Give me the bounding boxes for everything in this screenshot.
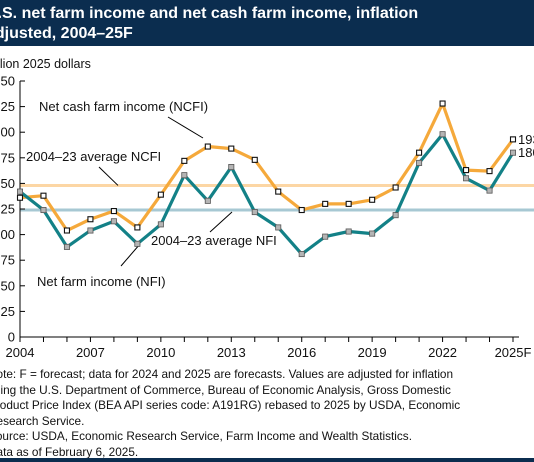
y-tick-label: 200 [0,125,15,140]
ncfi-point [16,194,24,201]
chart-title-line-1: U.S. net farm income and net cash farm i… [0,5,419,22]
end-value-label: 180 [518,145,534,160]
x-tick-label: 2004 [6,345,35,360]
annotation-label: 2004–23 average NFI [151,233,277,248]
nfi-point [16,188,23,195]
nfi-point [275,224,282,231]
ncfi-point [157,191,164,198]
ncfi-line [19,101,515,233]
ncfi-point [345,200,352,207]
x-tick-label: 2013 [217,345,246,360]
chart-title-bar: U.S. net farm income and net cash farm i… [0,0,534,46]
nfi-point [369,230,376,237]
ncfi-point [486,168,493,175]
ncfi-point [369,196,376,203]
nfi-point [228,164,235,171]
nfi-point [486,187,493,194]
annotation-leader-line [120,243,141,267]
ncfi-point [392,184,399,191]
nfi-point [416,159,423,166]
annotation-label: 2004–23 average NCFI [26,149,161,164]
ncfi-point [228,145,235,152]
x-tick-label: 2007 [76,345,105,360]
nfi-point [181,172,188,179]
y-tick-label: 0 [8,330,15,345]
annotation-label: Net farm income (NFI) [37,274,166,289]
nfi-point [157,221,164,228]
chart-notes: Note: F = forecast; data for 2024 and 20… [0,367,534,461]
nfi-point [463,175,470,182]
note-line: Note: F = forecast; data for 2024 and 20… [0,367,454,381]
ncfi-point [275,188,282,195]
nfi-point [87,227,94,234]
x-tick-label: 2022 [428,345,457,360]
ncfi-point [204,143,211,150]
y-tick-label: 25 [1,304,15,319]
ncfi-point [509,136,517,143]
nfi-point [251,209,258,216]
end-value-label: 193 [518,132,534,147]
annotation-leader-line [209,211,233,233]
annotation-label: Net cash farm income (NCFI) [39,99,208,114]
line-chart: 0 25 50 75 100 125 150 175 200 225 250 2004 2007 2010… [0,74,534,360]
ncfi-point [110,207,117,215]
ncfi-point [462,167,470,174]
note-line: using the U.S. Department of Commerce, B… [0,382,451,397]
chart-title-line-2: adjusted, 2004–25F [0,25,133,42]
data-date-line: Data as of February 6, 2025. [0,444,139,459]
nfi-point [392,212,399,219]
ncfi-point [416,149,423,156]
y-tick-label: 125 [0,202,15,217]
nfi-point [322,233,329,240]
ncfi-point [181,157,188,164]
nfi-point [204,197,211,204]
bottom-rule [0,458,534,462]
x-tick-label: 2019 [358,345,387,360]
y-tick-label: 150 [0,176,15,191]
nfi-line [19,132,515,256]
annotation-leader-line [167,116,204,139]
ncfi-point [87,216,94,223]
nfi-point [509,149,516,156]
note-line: Research Service. [0,413,85,428]
y-axis-label: Billion 2025 dollars [0,57,91,71]
nfi-point [40,207,47,214]
nfi-point [134,240,141,247]
y-tick-label: 175 [0,150,15,165]
y-tick-label: 225 [0,99,15,114]
nfi-point [110,218,117,225]
ncfi-point [298,206,305,214]
ncfi-point [251,156,258,163]
y-tick-label: 250 [0,74,15,89]
y-tick-label: 50 [1,278,15,293]
x-tick-label: 2016 [287,345,316,360]
nfi-point [63,243,70,250]
note-line: Product Price Index (BEA API series code… [0,398,461,413]
ncfi-point [322,200,329,207]
y-tick-label: 75 [1,253,15,268]
nfi-point [439,131,446,138]
ncfi-point [40,192,47,199]
ncfi-point [439,100,446,107]
annotation-leader-line [98,166,119,186]
y-tick-label: 100 [0,227,15,242]
nfi-point [345,228,352,235]
ncfi-point [134,224,141,231]
x-tick-label: 2010 [146,345,175,360]
source-line: Source: USDA, Economic Research Service,… [0,429,412,444]
nfi-point [298,251,305,258]
x-tick-label: 2025F [495,345,532,360]
ncfi-point [63,227,71,234]
